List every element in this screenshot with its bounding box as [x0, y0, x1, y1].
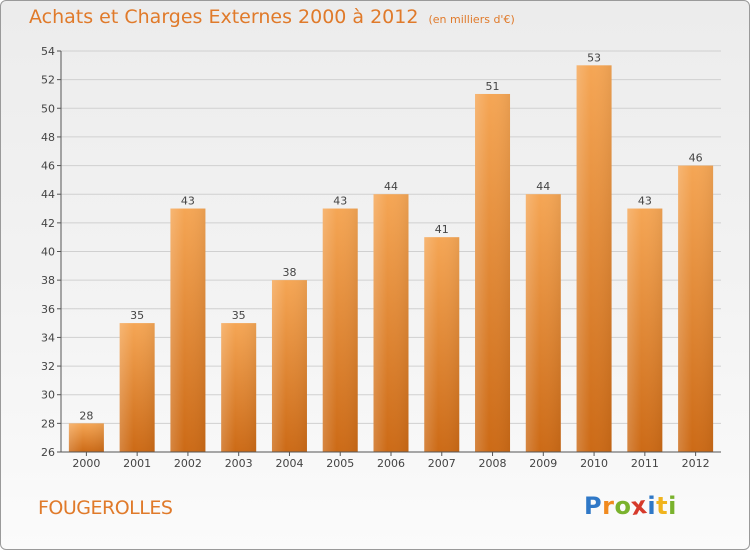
- logo-letter: i: [647, 492, 657, 520]
- logo-letter: t: [656, 492, 669, 520]
- x-tick-label: 2005: [326, 457, 354, 470]
- y-tick-label: 46: [41, 160, 55, 173]
- bar-shine: [68, 423, 104, 452]
- x-tick-label: 2004: [275, 457, 303, 470]
- x-tick-label: 2007: [428, 457, 456, 470]
- y-tick-label: 32: [41, 360, 55, 373]
- y-tick-label: 28: [41, 417, 55, 430]
- bar-shine: [170, 208, 206, 452]
- y-tick-label: 26: [41, 446, 55, 459]
- bar-shine: [373, 194, 409, 452]
- y-tick-label: 30: [41, 389, 55, 402]
- x-tick-label: 2006: [377, 457, 405, 470]
- logo-letter: P: [584, 492, 603, 520]
- y-tick-label: 52: [41, 74, 55, 87]
- chart-title-group: Achats et Charges Externes 2000 à 2012 (…: [29, 6, 515, 28]
- data-label: 46: [689, 152, 703, 165]
- y-tick-label: 48: [41, 131, 55, 144]
- y-tick-label: 36: [41, 303, 55, 316]
- logo-letter: o: [614, 492, 632, 520]
- y-tick-label: 38: [41, 274, 55, 287]
- y-tick-label: 34: [41, 331, 55, 344]
- y-tick-label: 50: [41, 102, 55, 115]
- x-tick-label: 2011: [631, 457, 659, 470]
- x-tick-label: 2010: [580, 457, 608, 470]
- bar-shine: [678, 165, 714, 453]
- bar-shine: [627, 208, 663, 452]
- data-label: 51: [486, 80, 500, 93]
- bar-shine: [271, 280, 307, 452]
- bar-shine: [424, 237, 460, 452]
- x-tick-label: 2012: [682, 457, 710, 470]
- x-tick-label: 2002: [174, 457, 202, 470]
- bar-shine: [525, 194, 561, 452]
- y-tick-label: 44: [41, 188, 55, 201]
- data-label: 44: [384, 180, 398, 193]
- data-label: 43: [638, 195, 652, 208]
- logo-letter: r: [602, 492, 615, 520]
- data-label: 53: [587, 51, 601, 64]
- axes: [57, 50, 721, 456]
- bar-shine: [576, 65, 612, 453]
- data-label: 35: [130, 309, 144, 322]
- x-tick-label: 2003: [225, 457, 253, 470]
- x-tick-label: 2001: [123, 457, 151, 470]
- data-label: 43: [333, 195, 347, 208]
- y-tick-label: 54: [41, 45, 55, 58]
- x-axis-tick-labels: 2000 2001 2002 2003 2004 2005 2006 2007 2008 2009…: [72, 457, 709, 470]
- chart-subtitle: (en milliers d'€): [428, 13, 515, 26]
- data-label: 41: [435, 223, 449, 236]
- bars: [68, 65, 714, 453]
- data-label: 43: [181, 195, 195, 208]
- data-label: 28: [79, 409, 93, 422]
- bar-shine: [322, 208, 358, 452]
- x-tick-label: 2008: [479, 457, 507, 470]
- data-label: 44: [536, 180, 550, 193]
- data-labels: 28 35 43 35 38 43 44 41 51 44 53 43 46: [79, 51, 702, 422]
- x-tick-label: 2000: [72, 457, 100, 470]
- logo-letter: x: [629, 491, 650, 521]
- bar-shine: [119, 323, 155, 452]
- y-tick-label: 40: [41, 246, 55, 259]
- y-axis-tick-labels: 26 28 30 32 34 36 38 40 42 44 46 48 50 52 54: [41, 45, 55, 459]
- data-label: 38: [282, 266, 296, 279]
- y-tick-label: 42: [41, 217, 55, 230]
- bar-shine: [221, 323, 257, 452]
- bar-shine: [475, 93, 511, 452]
- logo-letter: i: [668, 492, 677, 520]
- data-label: 35: [232, 309, 246, 322]
- proxiti-logo: Proxiti: [584, 491, 677, 521]
- x-tick-label: 2009: [529, 457, 557, 470]
- chart-title: Achats et Charges Externes 2000 à 2012: [29, 6, 419, 28]
- place-name: FOUGEROLLES: [38, 497, 173, 519]
